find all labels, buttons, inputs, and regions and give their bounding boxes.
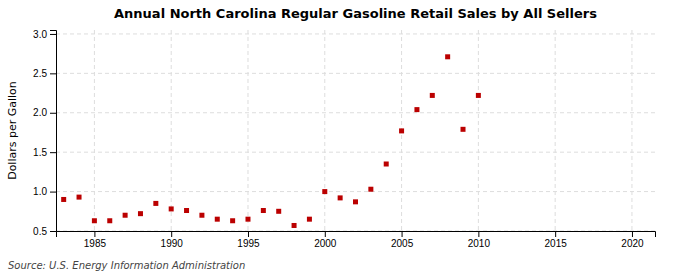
tick-label: 1990	[161, 238, 184, 249]
tick-label: 2000	[314, 238, 337, 249]
tick: 1995	[237, 231, 260, 249]
axis-line	[50, 31, 57, 232]
title: Annual North Carolina Regular Gasoline R…	[114, 6, 597, 21]
point	[399, 128, 404, 133]
tick: 2000	[314, 231, 337, 249]
point	[107, 218, 112, 223]
axis-line	[57, 232, 656, 238]
point	[230, 218, 235, 223]
tick: 0.5	[33, 226, 56, 237]
tick: 1985	[84, 231, 107, 249]
tick-mark	[478, 231, 479, 237]
tick-mark	[402, 231, 403, 237]
point	[276, 209, 281, 214]
tick: 2010	[468, 231, 491, 249]
tick: 1.0	[33, 186, 56, 197]
tick-label: 1995	[237, 238, 260, 249]
tick-label: 1985	[84, 238, 107, 249]
tick-label: 2015	[545, 238, 568, 249]
point	[199, 213, 204, 218]
grid-line	[56, 33, 655, 34]
point	[461, 127, 466, 132]
tick: 1.5	[33, 147, 56, 158]
tick: 2005	[391, 231, 414, 249]
tick-label: 2.5	[33, 68, 47, 79]
tick: 2.0	[33, 107, 56, 118]
tick-label: 2010	[468, 238, 491, 249]
point	[245, 217, 250, 222]
grid-line	[56, 152, 655, 153]
grid	[56, 30, 655, 231]
point	[353, 199, 358, 204]
point	[153, 201, 158, 206]
tick-mark	[50, 231, 56, 232]
tick-label: 0.5	[33, 226, 47, 237]
point	[430, 93, 435, 98]
tick-label: 2.0	[33, 107, 47, 118]
grid-line	[555, 30, 556, 231]
grid-line	[631, 30, 632, 231]
tick-label: 1.5	[33, 147, 47, 158]
point	[61, 197, 66, 202]
tick: 2015	[545, 231, 568, 249]
grid-line	[478, 30, 479, 231]
point	[77, 195, 82, 200]
tick-label: 2020	[621, 238, 644, 249]
tick-mark	[555, 231, 556, 237]
tick-label: 1.0	[33, 186, 47, 197]
grid-line	[171, 30, 172, 231]
tick-label: 2005	[391, 238, 414, 249]
point	[292, 223, 297, 228]
grid-line	[56, 73, 655, 74]
y-axis: 0.5 1.0 1.5 2.0 2.5 3.0	[33, 29, 56, 237]
tick: 3.0	[33, 29, 56, 40]
plot: 1985 1990 1995 2000 2005 2010 2015 2020 0.5 1.0 1.…	[33, 29, 655, 249]
chart: 1985 1990 1995 2000 2005 2010 2015 2020 0.5 1.0 1.…	[0, 0, 675, 275]
tick-mark	[50, 192, 56, 193]
point	[414, 107, 419, 112]
point	[123, 213, 128, 218]
point	[138, 211, 143, 216]
point	[92, 218, 97, 223]
point	[215, 217, 220, 222]
tick-mark	[50, 113, 56, 114]
tick: 2.5	[33, 68, 56, 79]
tick-mark	[50, 73, 56, 74]
tick-mark	[50, 34, 56, 35]
point	[384, 162, 389, 167]
tick-mark	[325, 231, 326, 237]
grid-line	[247, 30, 248, 231]
tick-label: 3.0	[33, 29, 47, 40]
y-axis-title: Dollars per Gallon	[6, 81, 19, 180]
point	[322, 189, 327, 194]
point	[476, 93, 481, 98]
tick: 1990	[161, 231, 184, 249]
point	[169, 206, 174, 211]
point	[338, 195, 343, 200]
tick-mark	[50, 152, 56, 153]
grid-line	[56, 112, 655, 113]
point	[445, 54, 450, 59]
point	[307, 217, 312, 222]
point	[261, 208, 266, 213]
points	[61, 54, 481, 228]
tick-mark	[632, 231, 633, 237]
point	[184, 208, 189, 213]
x-axis: 1985 1990 1995 2000 2005 2010 2015 2020	[57, 231, 656, 249]
grid-line	[94, 30, 95, 231]
annotation: Source: U.S. Energy Information Administ…	[8, 260, 245, 271]
grid-line	[56, 191, 655, 192]
point	[368, 187, 373, 192]
tick: 2020	[621, 231, 644, 249]
tick-mark	[248, 231, 249, 237]
tick-mark	[94, 231, 95, 237]
tick-mark	[171, 231, 172, 237]
grid-line	[324, 30, 325, 231]
